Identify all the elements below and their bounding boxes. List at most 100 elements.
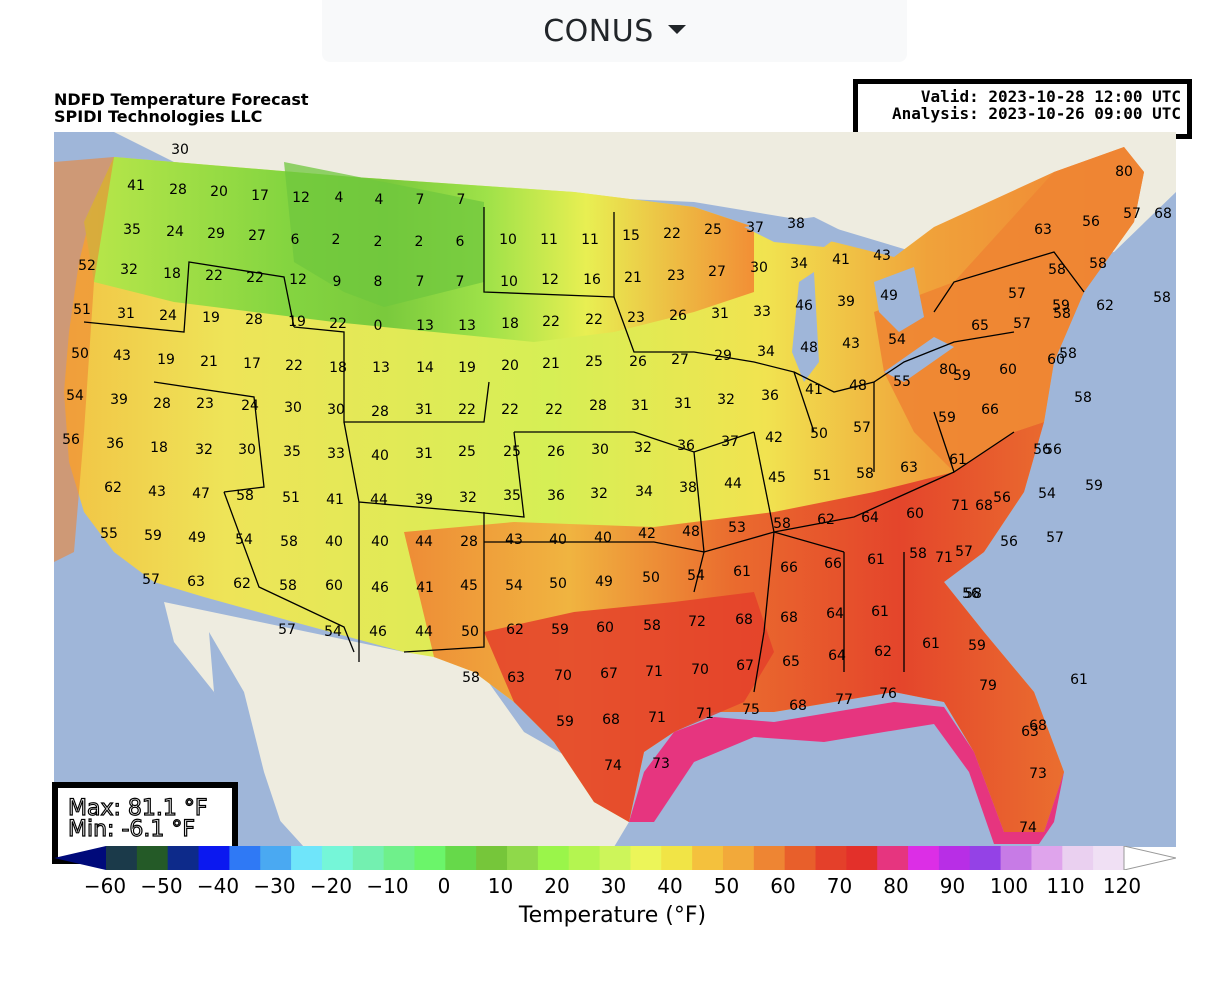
temperature-label: 80 <box>939 362 957 378</box>
temperature-label: 12 <box>541 272 559 288</box>
temperature-label: 77 <box>835 692 853 708</box>
temperature-label: 35 <box>123 222 141 238</box>
temperature-label: 62 <box>874 644 892 660</box>
temperature-label: 73 <box>652 756 670 772</box>
temperature-label: 4 <box>375 192 384 208</box>
lake-erie <box>884 337 954 382</box>
temperature-label: 14 <box>416 360 434 376</box>
temperature-label: 58 <box>643 618 661 634</box>
temperature-label: 49 <box>595 574 613 590</box>
temperature-label: 19 <box>202 310 220 326</box>
temperature-label: 17 <box>251 188 269 204</box>
colorbar-swatch <box>321 846 354 870</box>
temperature-label: 37 <box>721 434 739 450</box>
min-temperature: Min: -6.1 °F <box>67 817 196 842</box>
colorbar-tick-label: 120 <box>1102 874 1142 898</box>
colorbar-svg <box>54 845 1177 871</box>
temperature-label: 30 <box>284 400 302 416</box>
colorbar-tick-label: 10 <box>487 874 514 898</box>
temperature-label: 57 <box>142 572 160 588</box>
temperature-label: 7 <box>416 274 425 290</box>
temperature-label: 55 <box>100 526 118 542</box>
temperature-label: 20 <box>501 358 519 374</box>
temperature-label: 68 <box>1029 718 1047 734</box>
colorbar-tick-label: −40 <box>196 874 240 898</box>
temperature-label: 65 <box>971 318 989 334</box>
temperature-label: 63 <box>187 574 205 590</box>
temperature-label: 25 <box>458 444 476 460</box>
temperature-label: 73 <box>1029 766 1047 782</box>
temperature-label: 44 <box>415 534 433 550</box>
temperature-label: 57 <box>1008 286 1026 302</box>
temperature-label: 19 <box>458 360 476 376</box>
colorbar-swatch <box>414 846 446 870</box>
temperature-label: 0 <box>374 318 383 334</box>
temperature-label: 26 <box>669 308 687 324</box>
temperature-label: 31 <box>674 396 692 412</box>
temperature-label: 59 <box>1052 298 1070 314</box>
colorbar-swatch <box>568 846 601 870</box>
temperature-label: 61 <box>733 564 751 580</box>
temperature-label: 24 <box>159 308 177 324</box>
temperature-label: 22 <box>285 358 303 374</box>
temperature-label: 59 <box>968 638 986 654</box>
temperature-label: 18 <box>163 266 181 282</box>
temperature-label: 74 <box>604 758 622 774</box>
temperature-label: 22 <box>545 402 563 418</box>
temperature-label: 57 <box>1046 530 1064 546</box>
temperature-label: 23 <box>667 268 685 284</box>
temperature-label: 31 <box>117 306 135 322</box>
temperature-label: 19 <box>288 314 306 330</box>
temperature-label: 68 <box>975 498 993 514</box>
temperature-label: 55 <box>893 374 911 390</box>
colorbar-swatch <box>167 846 200 870</box>
temperature-label: 58 <box>1053 306 1071 322</box>
temperature-label: 32 <box>195 442 213 458</box>
colorbar-tick-label: 40 <box>657 874 683 898</box>
temperature-label: 62 <box>817 512 835 528</box>
gulf-warm-band <box>629 702 1064 844</box>
temperature-label: 66 <box>780 560 798 576</box>
temperature-label: 43 <box>505 532 523 548</box>
temperature-label: 45 <box>768 470 786 486</box>
temperature-label: 31 <box>631 398 649 414</box>
colorbar-swatch <box>969 846 1002 870</box>
temperature-label: 61 <box>871 604 889 620</box>
temperature-label: 12 <box>289 272 307 288</box>
colorbar-swatch <box>198 846 230 870</box>
temperature-label: 22 <box>663 226 681 242</box>
colorbar-swatch <box>661 846 693 870</box>
temperature-label: 42 <box>638 526 656 542</box>
temperature-label: 6 <box>291 232 300 248</box>
valid-time: Valid: 2023-10-28 12:00 UTC <box>920 87 1181 106</box>
temperature-label: 56 <box>1000 534 1018 550</box>
temperature-label: 24 <box>241 398 259 414</box>
temperature-label: 22 <box>246 270 264 286</box>
temperature-label: 57 <box>1013 316 1031 332</box>
caret-down-icon <box>667 24 686 34</box>
temperature-label: 58 <box>279 578 297 594</box>
temperature-label: 49 <box>188 530 206 546</box>
temperature-label: 29 <box>207 226 225 242</box>
temperature-label: 59 <box>144 528 162 544</box>
temperature-label: 67 <box>736 658 754 674</box>
temperature-label: 22 <box>542 314 560 330</box>
temperature-label: 34 <box>790 256 808 272</box>
temperature-label: 19 <box>157 352 175 368</box>
temperature-label: 7 <box>457 192 466 208</box>
colorbar-swatch <box>476 846 508 870</box>
colorbar-swatch <box>753 846 786 870</box>
temperature-label: 17 <box>243 356 261 372</box>
temperature-label: 31 <box>415 446 433 462</box>
temperature-label: 65 <box>782 654 800 670</box>
temperature-label: 48 <box>849 378 867 394</box>
temperature-label: 53 <box>728 520 746 536</box>
valid-time-box: Valid: 2023-10-28 12:00 UTC Analysis: 20… <box>853 79 1192 139</box>
temperature-label: 52 <box>78 258 96 274</box>
temperature-label: 30 <box>591 442 609 458</box>
region-dropdown[interactable]: CONUS <box>322 0 907 62</box>
lake-huron <box>874 267 924 332</box>
colorbar-swatch <box>692 846 724 870</box>
temperature-label: 56 <box>1044 442 1062 458</box>
temperature-label: 56 <box>1082 214 1100 230</box>
